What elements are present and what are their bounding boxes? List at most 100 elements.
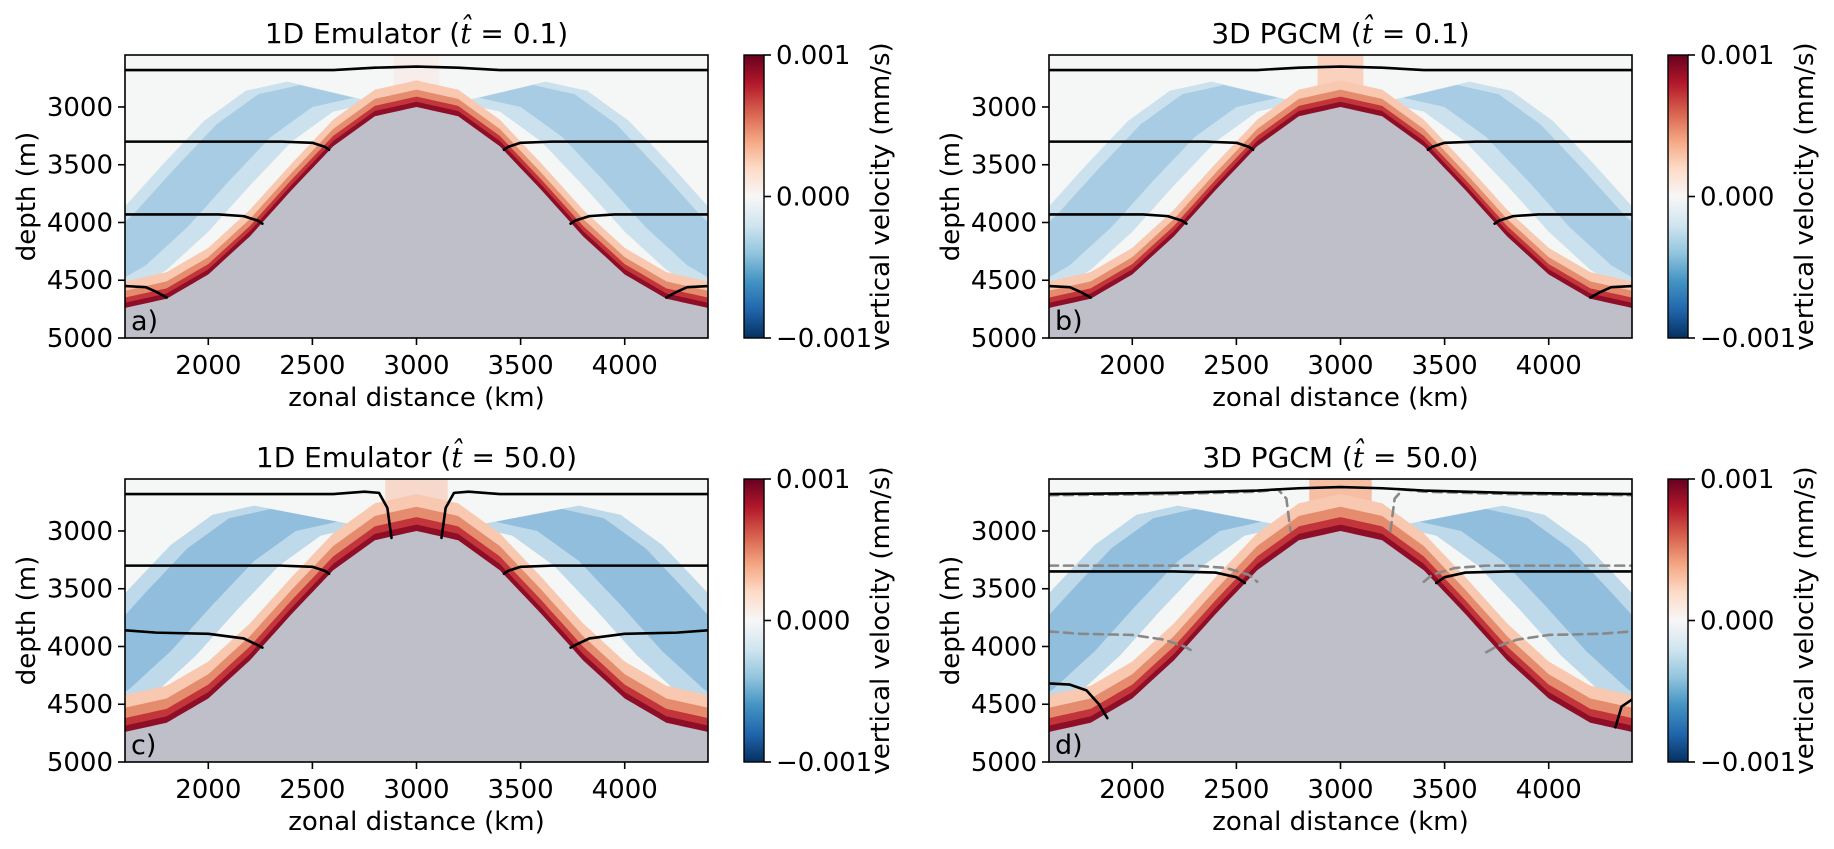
isopycnal-solid-1	[440, 490, 708, 540]
bathymetry	[125, 106, 708, 338]
y-tick-label: 3000	[971, 517, 1037, 547]
downwelling-core	[1049, 85, 1279, 278]
panel-label: a)	[131, 306, 158, 337]
velocity-field	[1049, 55, 1632, 338]
y-tick-label: 4500	[971, 266, 1037, 296]
y-tick-label: 5000	[47, 324, 113, 354]
velocity-field	[125, 55, 708, 338]
isopycnal-solid-0	[1049, 65, 1632, 72]
y-axis-label: depth (m)	[936, 556, 966, 686]
x-axis-label: zonal distance (km)	[1212, 807, 1469, 837]
isopycnal-solid-2	[1434, 570, 1632, 585]
x-tick-label: 2000	[1099, 351, 1165, 381]
downwelling-core	[125, 509, 338, 692]
y-tick-label: 4000	[47, 632, 113, 662]
isopycnal-solid-0	[125, 65, 708, 72]
isopycnal-solid-2	[125, 564, 331, 576]
panel-4: 2000 2500 3000 3500 4000 3000 3500 4000 4500 5000…	[936, 439, 1820, 837]
x-tick-label: 3000	[383, 351, 449, 381]
x-tick-label: 4000	[1516, 351, 1582, 381]
downwelling-band	[1382, 81, 1632, 295]
downwelling-band	[458, 81, 708, 295]
panel-title: 3D PGCM (t̂ = 0.1)	[1211, 15, 1469, 50]
downwelling-band	[1049, 81, 1299, 295]
downwelling-core	[1049, 509, 1262, 692]
upwelling-core	[125, 101, 708, 310]
bathymetry	[1049, 530, 1632, 762]
downwelling-core	[1402, 85, 1632, 278]
colorbar-tick-label: 0.001	[1700, 465, 1774, 495]
y-tick-label: 4000	[971, 632, 1037, 662]
colorbar	[1667, 54, 1689, 339]
x-tick-label: 2500	[1203, 775, 1269, 805]
y-tick-label: 3500	[47, 575, 113, 605]
colorbar-tick-label: −0.001	[776, 324, 872, 354]
y-tick-label: 3000	[971, 93, 1037, 123]
x-tick-label: 3000	[383, 775, 449, 805]
isopycnal-solid-5	[1049, 284, 1092, 299]
x-tick-label: 2000	[175, 351, 241, 381]
panel-title: 3D PGCM (t̂ = 50.0)	[1202, 439, 1478, 474]
isopycnal-dashed-2	[1049, 564, 1259, 584]
colorbar-label: vertical velocity (mm/s)	[1790, 466, 1820, 774]
y-tick-label: 4500	[47, 690, 113, 720]
colorbar	[1667, 478, 1689, 763]
upwelling-core	[1049, 524, 1632, 734]
colorbar-tick-label: −0.001	[776, 748, 872, 778]
isopycnal-solid-5	[125, 284, 168, 299]
colorbar	[743, 478, 765, 763]
x-tick-label: 3000	[1307, 775, 1373, 805]
isopycnal-solid-3	[502, 564, 708, 576]
isopycnal-dashed-4	[1049, 630, 1197, 654]
velocity-field	[1049, 479, 1632, 762]
y-tick-label: 5000	[971, 324, 1037, 354]
downwelling-core	[1419, 509, 1632, 692]
y-axis-label: depth (m)	[936, 132, 966, 262]
colorbar	[743, 54, 765, 339]
y-tick-label: 4000	[971, 208, 1037, 238]
downwelling-band	[125, 81, 375, 295]
y-tick-label: 3000	[47, 93, 113, 123]
y-tick-label: 5000	[971, 748, 1037, 778]
velocity-field	[125, 479, 708, 762]
upwelling-core	[125, 524, 708, 734]
upwelling-core	[1049, 101, 1632, 310]
isopycnal-solid-4	[569, 213, 708, 225]
x-tick-label: 3500	[1412, 351, 1478, 381]
isopycnal-solid-2	[502, 140, 708, 152]
x-tick-label: 2000	[1099, 775, 1165, 805]
panel-3: 2000 2500 3000 3500 4000 3000 3500 4000 4500 5000…	[12, 439, 896, 837]
isopycnal-solid-2	[1426, 140, 1632, 152]
colorbar-tick-label: 0.000	[1700, 607, 1774, 637]
colorbar-tick-label: 0.000	[776, 183, 850, 213]
downwelling-core	[495, 509, 708, 692]
isopycnal-solid-3	[125, 213, 264, 225]
isopycnal-solid-0	[125, 490, 393, 540]
y-tick-label: 4500	[971, 690, 1037, 720]
panel-1: 2000 2500 3000 3500 4000 3000 3500 4000 4500 5000…	[12, 15, 896, 413]
x-tick-label: 4000	[592, 775, 658, 805]
isopycnal-dashed-5	[1484, 630, 1632, 654]
panel-title: 1D Emulator (t̂ = 0.1)	[265, 15, 568, 50]
panel-label: c)	[131, 730, 156, 761]
isopycnal-solid-3	[1049, 213, 1188, 225]
isopycnal-solid-1	[1049, 570, 1247, 585]
colorbar-tick-label: 0.001	[776, 41, 850, 71]
panel-label: b)	[1055, 306, 1083, 337]
x-tick-label: 4000	[1516, 775, 1582, 805]
isopycnal-solid-6	[665, 284, 708, 299]
panel-2: 2000 2500 3000 3500 4000 3000 3500 4000 4500 5000…	[936, 15, 1820, 413]
panel-title: 1D Emulator (t̂ = 50.0)	[256, 439, 577, 474]
colorbar-label: vertical velocity (mm/s)	[866, 42, 896, 350]
downwelling-core	[478, 85, 708, 278]
isopycnal-solid-3	[1049, 682, 1109, 720]
x-tick-label: 2500	[1203, 351, 1269, 381]
y-tick-label: 4000	[47, 208, 113, 238]
y-tick-label: 3500	[47, 151, 113, 181]
x-axis-label: zonal distance (km)	[1212, 383, 1469, 413]
x-tick-label: 3500	[488, 775, 554, 805]
isopycnal-solid-5	[569, 629, 708, 649]
y-tick-label: 4500	[47, 266, 113, 296]
isopycnal-solid-1	[1049, 140, 1255, 152]
x-axis-label: zonal distance (km)	[288, 807, 545, 837]
